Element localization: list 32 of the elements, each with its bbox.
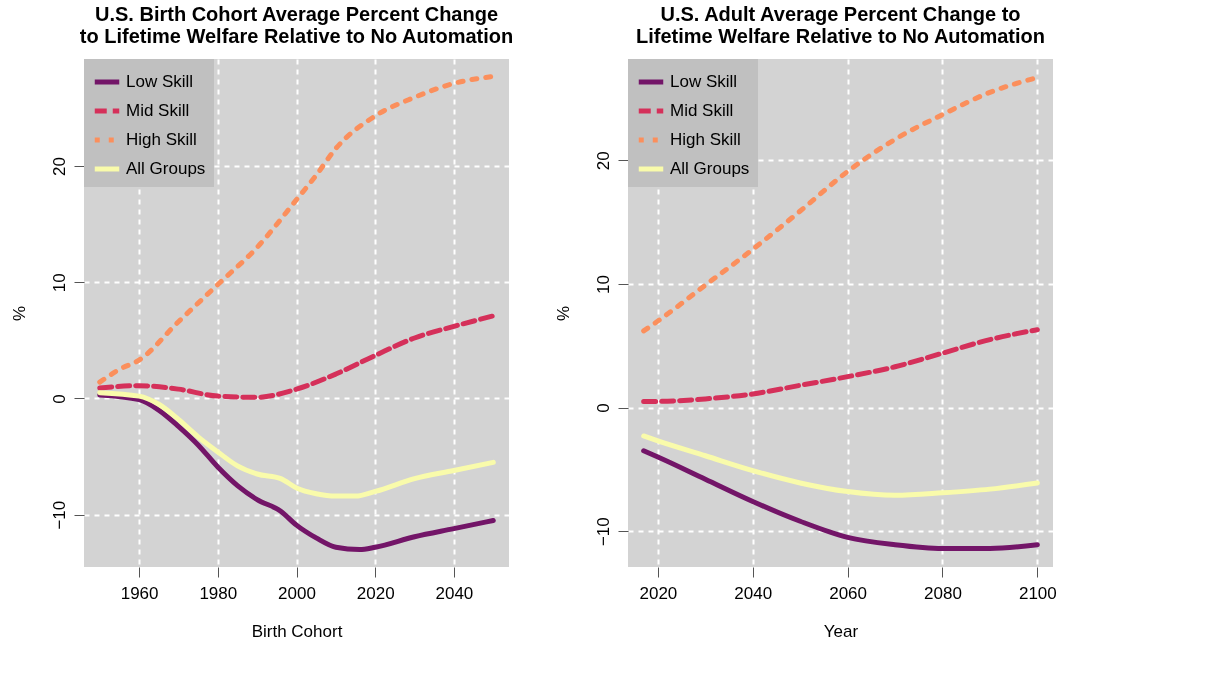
chart-title: U.S. Birth Cohort Average Percent Change to Lifetime Welfare Relative to No Automation — [79, 3, 514, 47]
x-tick-label: 1960 — [120, 583, 159, 603]
x-tick-label: 1980 — [199, 583, 238, 603]
x-tick-label: 2000 — [278, 583, 316, 603]
y-tick-label: 10 — [49, 273, 69, 293]
legend-label: Mid Skill — [126, 101, 190, 120]
legend-label: All Groups — [126, 159, 206, 178]
y-axis-title: % — [553, 305, 573, 322]
legend-label: Low Skill — [670, 72, 738, 91]
x-axis-title: Birth Cohort — [251, 621, 343, 641]
legend-label: High Skill — [670, 130, 741, 149]
x-tick-label: 2040 — [435, 583, 474, 603]
y-tick-label: 0 — [593, 403, 613, 413]
legend-label: Mid Skill — [670, 101, 734, 120]
x-tick-label: 2020 — [356, 583, 395, 603]
legend-label: High Skill — [126, 130, 197, 149]
legend-label: Low Skill — [126, 72, 194, 91]
y-axis-title: % — [9, 305, 29, 322]
chart-title: U.S. Adult Average Percent Change to Lifetime Welfare Relative to No Automation — [636, 3, 1045, 47]
x-tick-label: 2020 — [639, 583, 678, 603]
legend-label: All Groups — [670, 159, 750, 178]
y-tick-label: −10 — [49, 500, 69, 530]
y-tick-label: 10 — [593, 274, 613, 294]
x-tick-label: 2100 — [1018, 583, 1057, 603]
y-tick-label: −10 — [593, 517, 613, 547]
y-tick-label: 0 — [49, 394, 69, 404]
y-tick-label: 20 — [49, 156, 69, 176]
x-axis-title: Year — [823, 621, 859, 641]
x-tick-label: 2080 — [924, 583, 962, 603]
x-tick-label: 2060 — [829, 583, 868, 603]
x-tick-label: 2040 — [734, 583, 773, 603]
y-tick-label: 20 — [593, 151, 613, 171]
